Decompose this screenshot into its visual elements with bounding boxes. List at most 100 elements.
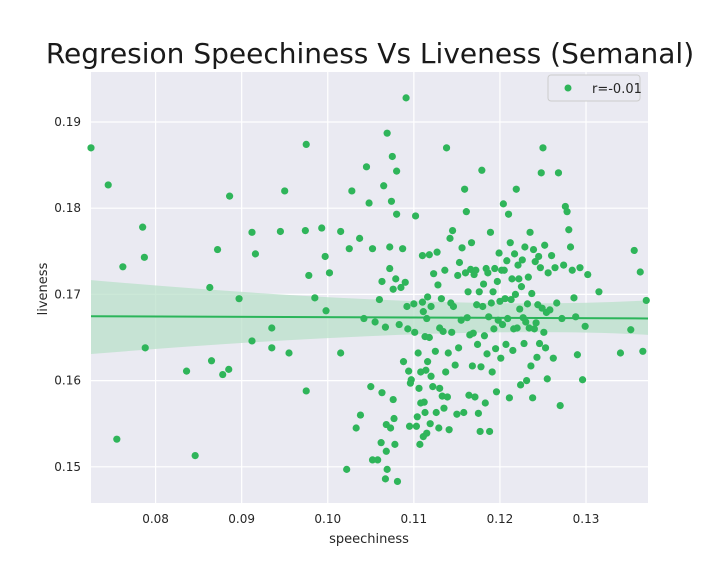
data-point xyxy=(446,234,454,242)
data-point xyxy=(436,384,444,392)
x-tick-label: 0.13 xyxy=(573,512,600,526)
data-point xyxy=(553,299,561,307)
data-point xyxy=(337,349,345,357)
y-tick-label: 0.16 xyxy=(54,374,81,388)
data-point xyxy=(387,197,396,205)
data-point xyxy=(422,366,430,374)
legend-box xyxy=(547,74,641,102)
data-point xyxy=(393,210,401,218)
data-point xyxy=(484,269,492,277)
data-point xyxy=(444,349,452,357)
data-point xyxy=(516,305,524,313)
data-point xyxy=(528,289,536,298)
data-point xyxy=(458,244,466,252)
chart-title: Regresion Speechiness Vs Liveness (Seman… xyxy=(46,37,694,70)
data-point xyxy=(454,271,462,280)
data-point xyxy=(479,302,487,311)
legend-marker xyxy=(564,84,572,92)
data-point xyxy=(442,144,451,152)
data-point xyxy=(405,422,414,430)
data-point xyxy=(479,280,488,288)
data-point xyxy=(435,424,443,432)
data-point xyxy=(630,246,638,255)
data-point xyxy=(488,368,496,376)
data-point xyxy=(405,367,413,375)
data-point xyxy=(512,185,520,193)
data-point xyxy=(367,383,375,391)
data-point xyxy=(139,223,147,231)
data-point xyxy=(568,266,576,274)
data-point xyxy=(475,288,483,296)
data-point xyxy=(455,344,463,352)
data-point xyxy=(490,325,498,333)
data-point xyxy=(213,245,222,254)
data-point xyxy=(501,295,509,303)
data-point xyxy=(492,388,501,396)
data-point xyxy=(639,347,647,355)
data-point xyxy=(434,281,442,289)
x-tick-label: 0.11 xyxy=(400,512,427,526)
data-point xyxy=(449,302,458,311)
data-point xyxy=(540,328,548,336)
data-point xyxy=(485,313,493,321)
data-point xyxy=(386,243,394,251)
data-point xyxy=(377,439,385,447)
data-point xyxy=(595,288,603,296)
data-point xyxy=(374,456,382,464)
data-point xyxy=(539,144,547,152)
data-point xyxy=(535,339,544,348)
data-point xyxy=(276,227,284,236)
data-point xyxy=(268,324,276,332)
data-point xyxy=(481,399,489,407)
data-point xyxy=(393,477,402,486)
data-point xyxy=(399,245,407,253)
data-point xyxy=(382,447,390,455)
data-point xyxy=(505,394,513,402)
data-point xyxy=(495,249,503,257)
data-point xyxy=(383,465,391,473)
data-point xyxy=(413,413,421,421)
data-point xyxy=(483,350,491,358)
data-point xyxy=(268,344,276,352)
data-point xyxy=(391,440,399,448)
data-point xyxy=(497,354,505,362)
data-point xyxy=(337,227,345,236)
data-point xyxy=(529,245,538,254)
data-point xyxy=(386,264,394,273)
data-point xyxy=(390,414,398,423)
data-point xyxy=(305,271,313,280)
data-point xyxy=(507,295,515,304)
data-point xyxy=(416,440,424,448)
y-axis-label: liveness xyxy=(36,262,51,315)
data-point xyxy=(226,192,234,200)
data-point xyxy=(318,224,326,232)
data-point xyxy=(448,328,456,336)
data-point xyxy=(420,398,428,406)
data-point xyxy=(411,328,419,336)
data-point xyxy=(563,208,571,216)
data-point xyxy=(381,323,390,331)
data-point xyxy=(523,300,532,308)
data-point xyxy=(543,375,551,383)
data-point xyxy=(419,308,427,316)
data-point xyxy=(365,199,373,207)
data-point xyxy=(503,257,511,265)
data-point xyxy=(533,353,541,361)
x-tick-label: 0.10 xyxy=(314,512,341,526)
regression-line-group xyxy=(90,315,649,320)
data-point xyxy=(491,264,499,273)
data-point xyxy=(448,227,457,235)
data-point xyxy=(119,263,127,271)
data-point xyxy=(541,241,549,249)
data-point xyxy=(445,426,453,434)
data-point xyxy=(487,299,495,307)
data-point xyxy=(526,228,534,236)
data-point xyxy=(440,404,448,412)
data-point xyxy=(442,368,450,376)
data-point xyxy=(368,245,377,253)
data-point xyxy=(551,264,559,272)
data-point xyxy=(248,228,256,236)
data-point xyxy=(467,239,476,247)
data-point xyxy=(388,152,396,161)
